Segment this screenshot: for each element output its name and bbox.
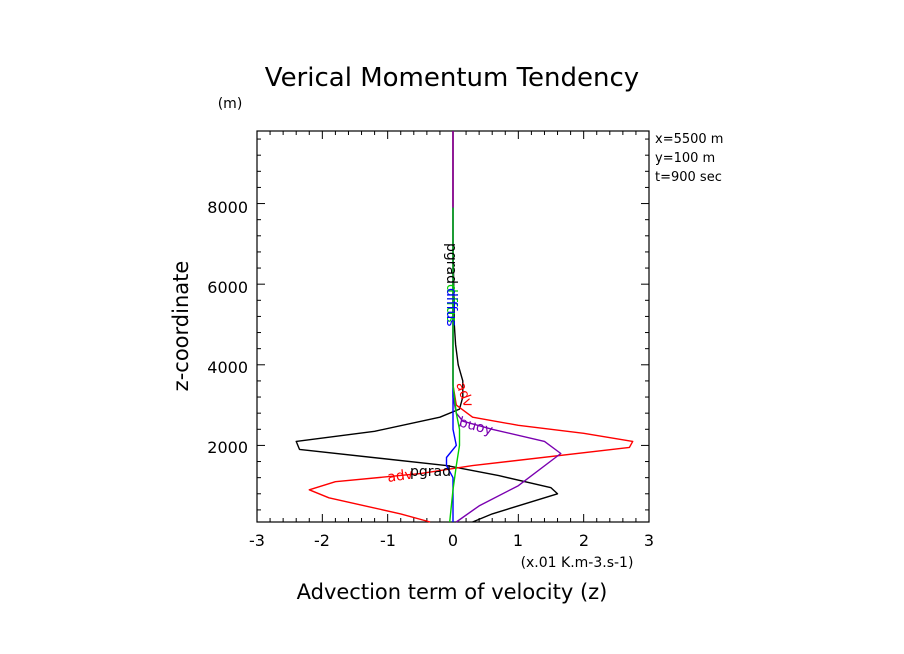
pgrad-label-upper: pgrad: [443, 243, 459, 284]
x-tick-label: 0: [448, 531, 458, 550]
adv-label: adv: [386, 467, 414, 486]
x-axis-label: Advection term of velocity (z): [297, 580, 608, 604]
diffus-label-blue: diffus: [443, 288, 459, 327]
info-x: x=5500 m: [655, 132, 723, 147]
series-line-adv-1: [308, 131, 634, 523]
x-tick-label: -3: [249, 531, 265, 550]
axis-ticks: [256, 131, 650, 522]
series-line-buoy-2: [452, 131, 562, 523]
y-tick-label: 4000: [207, 358, 248, 377]
series-line-pgrad-0: [295, 131, 559, 523]
chart-title: Verical Momentum Tendency: [265, 63, 639, 93]
curve-labels: adv pgrad buoy adv pgrad diffus diffus: [386, 243, 494, 486]
pgrad-label: pgrad: [410, 464, 451, 480]
x-unit-label: (x.01 K.m-3.s-1): [521, 555, 634, 571]
x-tick-labels: -3 -2 -1 0 1 2 3: [249, 531, 654, 550]
x-tick-label: 1: [513, 531, 523, 550]
x-tick-label: 2: [579, 531, 589, 550]
y-tick-label: 2000: [207, 438, 248, 457]
y-tick-label: 6000: [207, 278, 248, 297]
y-axis-label: z-coordinate: [169, 261, 193, 392]
y-unit-label: (m): [218, 96, 243, 112]
info-y: y=100 m: [655, 151, 715, 166]
buoy-label: buoy: [457, 414, 495, 438]
x-tick-label: 3: [644, 531, 654, 550]
info-t: t=900 sec: [655, 170, 722, 185]
diffus-label-green: diffus: [443, 284, 459, 323]
y-tick-label: 8000: [207, 198, 248, 217]
x-tick-label: -1: [380, 531, 396, 550]
series-layer: [295, 131, 634, 523]
series-line-diffus-4: [449, 207, 461, 523]
y-tick-labels: 2000 4000 6000 8000: [207, 198, 248, 457]
x-tick-label: -2: [314, 531, 330, 550]
